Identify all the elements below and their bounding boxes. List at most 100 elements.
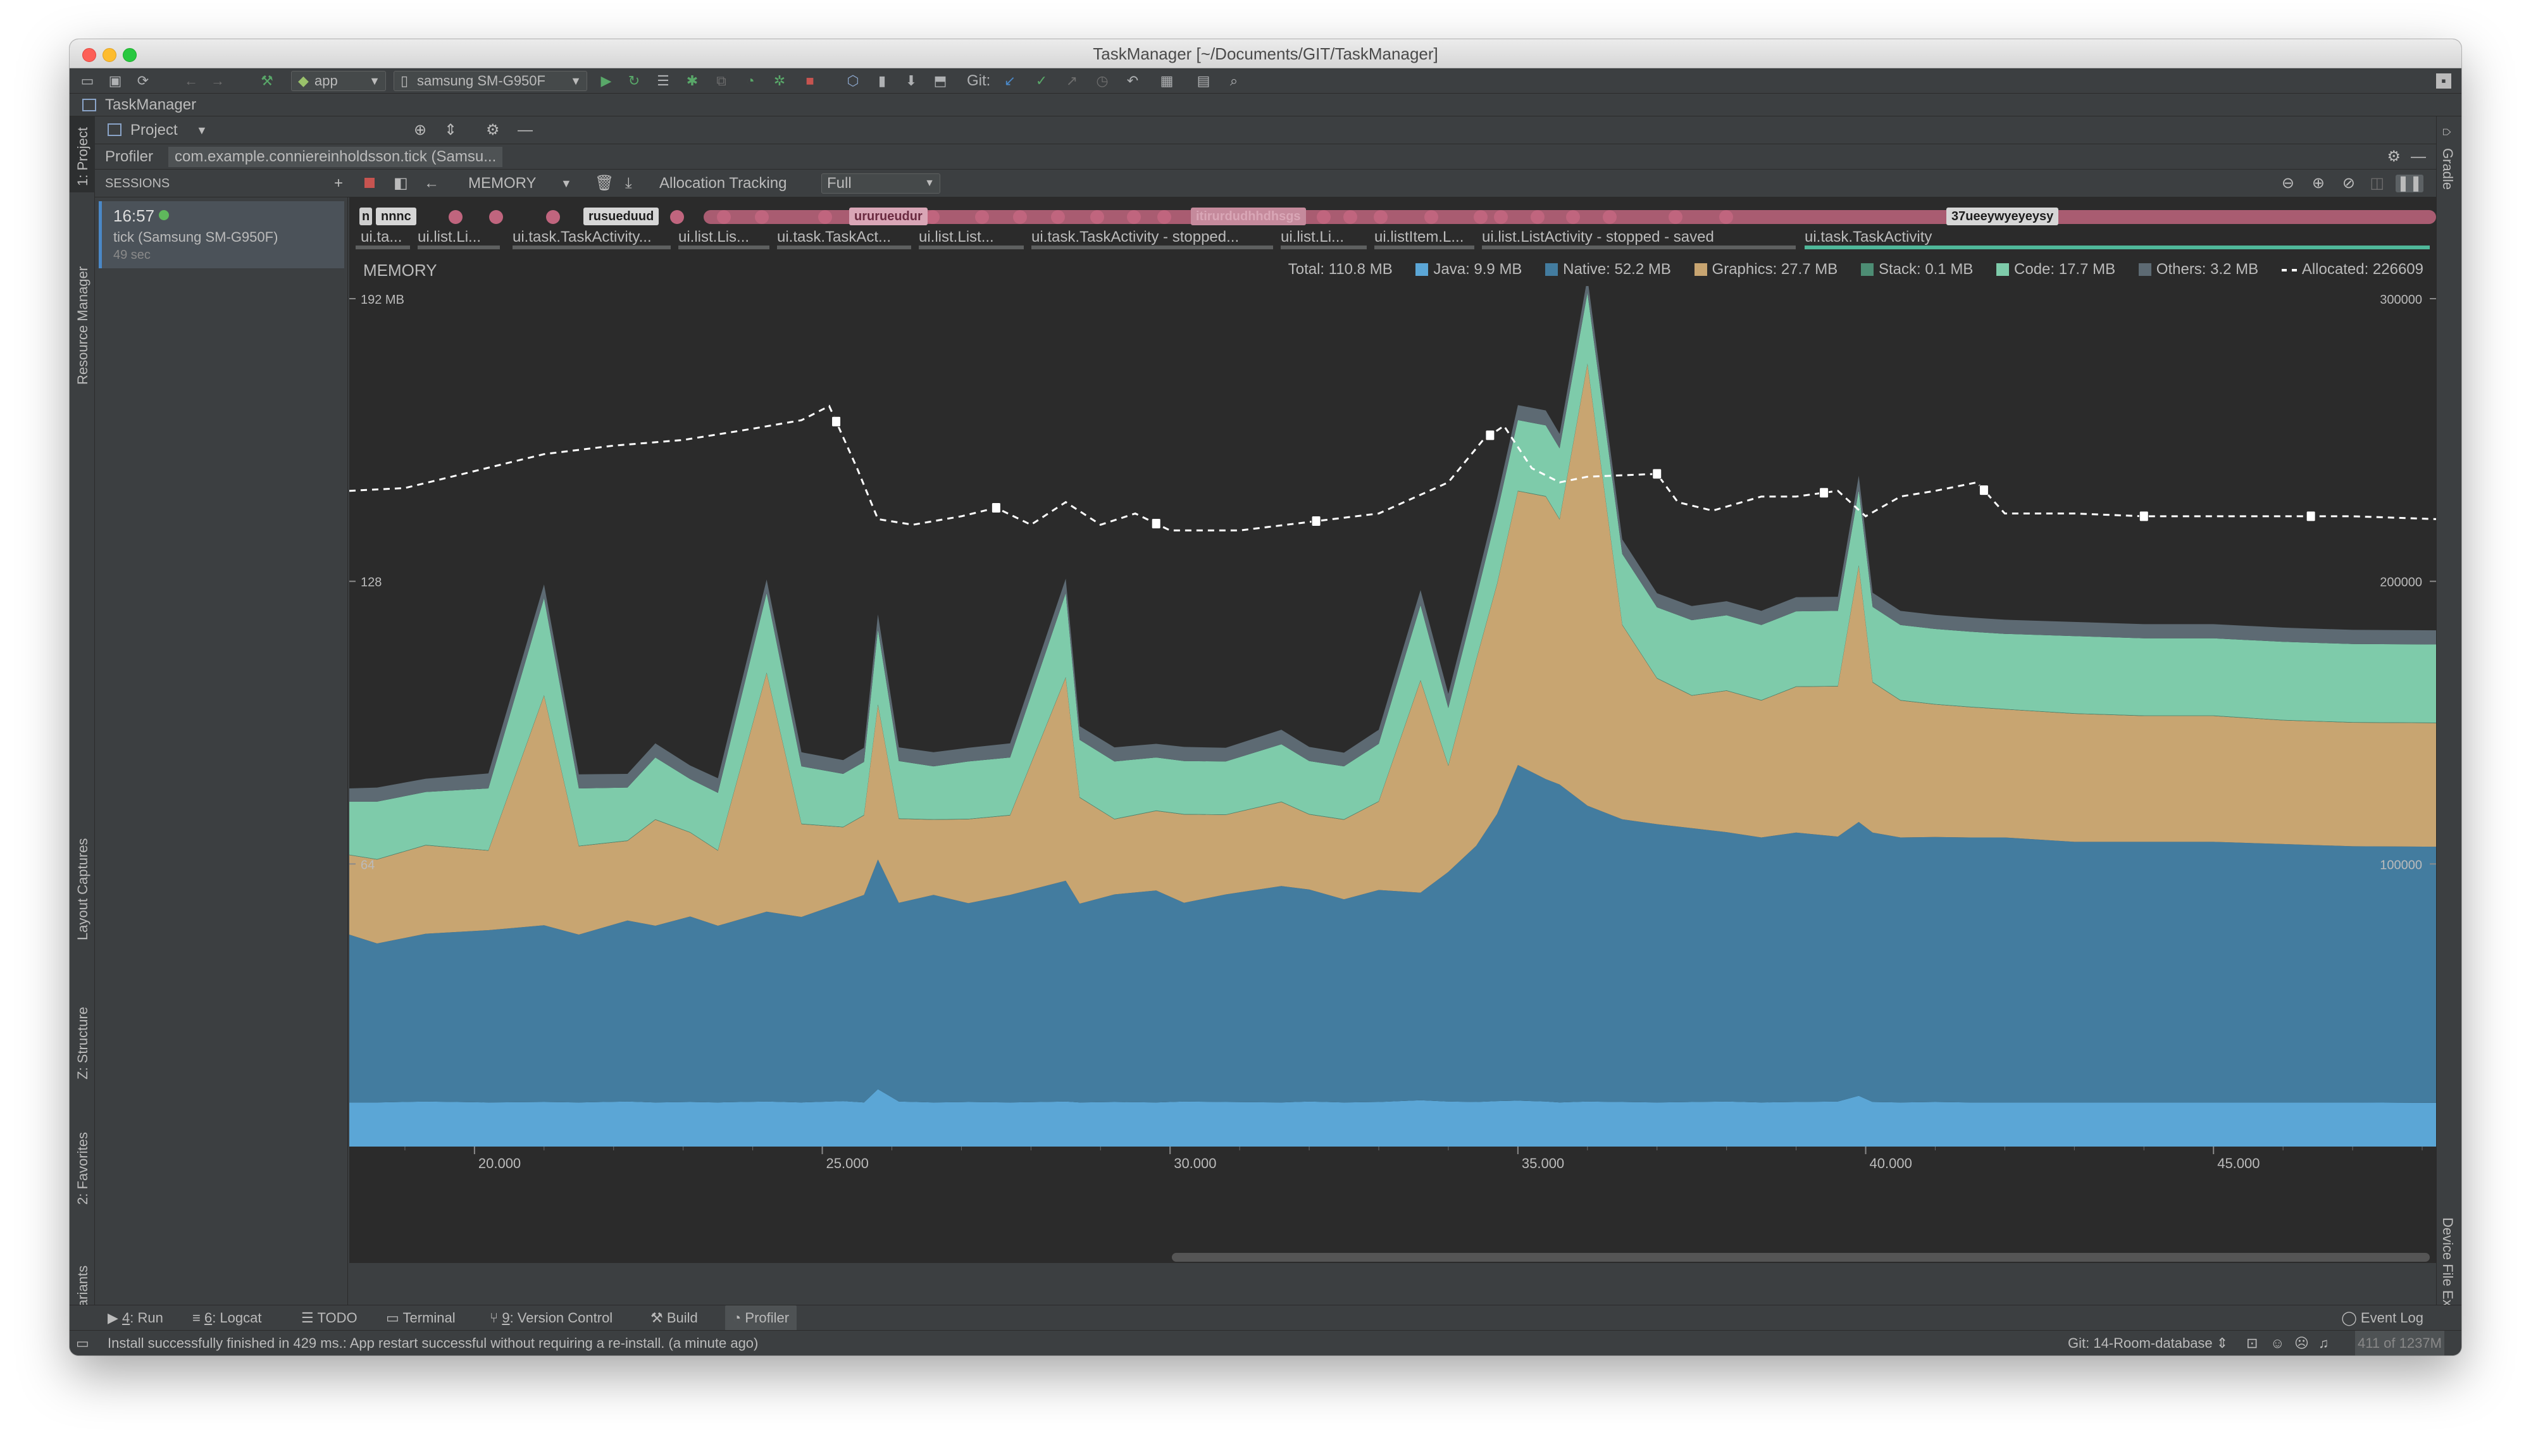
event-dot[interactable] [818, 210, 832, 224]
activity-label[interactable]: ui.ta... [361, 228, 402, 246]
project-structure-icon[interactable]: ▦ [1160, 73, 1174, 89]
activity-label[interactable]: ui.task.TaskAct... [777, 228, 892, 246]
terminal-window-icon[interactable]: ▤ [1197, 73, 1210, 89]
event-dot[interactable] [1374, 210, 1388, 224]
inspection-icon[interactable]: ☺ [2270, 1335, 2285, 1351]
event-dot[interactable] [546, 210, 560, 224]
account-icon[interactable]: ▪ [2436, 73, 2451, 89]
activity-label[interactable]: ui.task.TaskActivity - stopped... [1031, 228, 1240, 246]
event-dot[interactable] [1317, 210, 1331, 224]
gc-trash-icon[interactable] [831, 416, 842, 427]
activity-label[interactable]: ui.task.TaskActivity... [513, 228, 652, 246]
debug-icon[interactable]: ✱ [686, 73, 699, 89]
activity-label[interactable]: ui.list.Li... [1281, 228, 1345, 246]
tool-tab-resource-manager[interactable]: Resource Manager [75, 266, 90, 385]
tab-event-log[interactable]: ◯ Event Log [2341, 1310, 2423, 1326]
zoom-in-icon[interactable]: ⊕ [2311, 175, 2325, 192]
sdk-manager-icon[interactable]: ⬇ [905, 73, 917, 89]
pause-icon[interactable]: ❚❚ [2396, 175, 2423, 192]
device-select[interactable]: ▯ samsung SM-G950F ▼ [394, 71, 587, 91]
activity-bar[interactable] [418, 246, 500, 249]
event-dot[interactable] [1157, 210, 1171, 224]
event-chip[interactable]: itirurdudhhdhsgs [1191, 208, 1306, 225]
tab-todo[interactable]: ☰ TODO [301, 1310, 358, 1326]
avd-manager-icon[interactable]: ▮ [878, 73, 886, 89]
event-dot[interactable] [1719, 210, 1733, 224]
activity-bar[interactable] [919, 246, 1024, 249]
stop-icon[interactable]: ■ [805, 73, 814, 89]
gc-trash-icon[interactable] [1819, 487, 1829, 499]
sync-icon[interactable]: ⟳ [137, 73, 149, 89]
search-icon[interactable]: ⌕ [1229, 73, 1238, 89]
lock-icon[interactable]: ⊡ [2246, 1335, 2258, 1351]
event-dot[interactable] [1343, 210, 1357, 224]
git-history-icon[interactable]: ◷ [1096, 73, 1109, 89]
minimize-window-button[interactable] [103, 48, 116, 62]
allocation-tracking-select[interactable]: Full ▼ [821, 173, 940, 194]
event-dot[interactable] [1669, 210, 1682, 224]
memory-chart[interactable]: 192 MB 128 64 300000 200000 100000 20.000 25.00… [349, 286, 2436, 1174]
event-dot[interactable] [975, 210, 989, 224]
event-dot[interactable] [670, 210, 684, 224]
event-dot[interactable] [1531, 210, 1545, 224]
gc-trash-icon[interactable] [2306, 511, 2316, 522]
build-hammer-icon[interactable]: ⚒ [261, 73, 273, 89]
activity-bar[interactable] [1374, 246, 1474, 249]
chevron-down-icon[interactable]: ▼ [196, 124, 208, 137]
event-dot[interactable] [489, 210, 503, 224]
activity-label[interactable]: ui.listItem.L... [1374, 228, 1464, 246]
event-chip[interactable]: ururueudur [849, 208, 928, 225]
garbage-collect-icon[interactable]: 🗑 [595, 175, 614, 192]
tab-run[interactable]: ▶ 4: Run [108, 1310, 163, 1326]
tab-logcat[interactable]: ≡ 6: Logcat [192, 1310, 262, 1326]
coverage-icon[interactable]: ☰ [657, 73, 669, 89]
tab-version-control[interactable]: ⑂ 9: Version Control [490, 1310, 613, 1326]
save-icon[interactable]: ▣ [108, 73, 122, 89]
open-folder-icon[interactable]: ▭ [80, 73, 94, 89]
event-chip[interactable]: rusueduud [583, 208, 659, 225]
event-dot[interactable] [1013, 210, 1027, 224]
gc-trash-icon[interactable] [1311, 516, 1321, 527]
memory-indicator[interactable]: 411 of 1237M [2355, 1331, 2444, 1355]
gc-trash-icon[interactable] [1979, 485, 1989, 496]
gradle-sync-icon[interactable]: ⬡ [847, 73, 859, 89]
event-dot[interactable] [1090, 210, 1104, 224]
add-session-icon[interactable]: + [334, 175, 344, 192]
activity-label[interactable]: ui.list.Li... [418, 228, 482, 246]
git-update-icon[interactable]: ↙ [1004, 73, 1016, 89]
activity-bar[interactable] [777, 246, 911, 249]
zoom-window-button[interactable] [123, 48, 137, 62]
event-chip[interactable]: nnnc [376, 208, 416, 225]
event-dot[interactable] [1566, 210, 1580, 224]
timeline-scrollbar[interactable] [1172, 1253, 2430, 1262]
layout-inspector-icon[interactable]: ⬒ [933, 73, 947, 89]
activity-bar[interactable] [1031, 246, 1273, 249]
event-dot[interactable] [1051, 210, 1065, 224]
event-dot[interactable] [1474, 210, 1488, 224]
back-icon[interactable]: ← [184, 73, 198, 89]
gc-trash-icon[interactable] [1485, 430, 1495, 441]
event-dot[interactable] [1494, 210, 1508, 224]
event-dot[interactable] [1127, 210, 1141, 224]
run-config-select[interactable]: ◆ app ▼ [291, 71, 386, 91]
event-dot[interactable] [926, 210, 940, 224]
zoom-out-icon[interactable]: ⊖ [2281, 175, 2294, 192]
tool-tab-favorites[interactable]: 2: Favorites [75, 1132, 90, 1205]
activity-label[interactable]: ui.list.Lis... [678, 228, 750, 246]
reset-zoom-icon[interactable]: ⊘ [2342, 175, 2355, 192]
activity-bar-current[interactable] [1805, 246, 2430, 249]
event-dot[interactable] [1424, 210, 1438, 224]
profile-icon[interactable]: ◔ [746, 73, 755, 89]
collapse-all-icon[interactable]: ⇕ [444, 121, 457, 139]
back-arrow-icon[interactable]: ← [424, 175, 439, 192]
git-commit-icon[interactable]: ✓ [1035, 73, 1048, 89]
apply-changes-icon[interactable]: ↻ [628, 73, 640, 89]
tool-tab-structure[interactable]: Z: Structure [75, 1007, 90, 1080]
tool-tab-gradle[interactable]: Gradle [2440, 148, 2456, 190]
gc-trash-icon[interactable] [2139, 511, 2149, 522]
run-icon[interactable]: ▶ [600, 73, 612, 89]
bell-icon[interactable]: ♫ [2318, 1335, 2329, 1351]
profiler-settings-gear-icon[interactable]: ⚙ [2387, 148, 2401, 165]
tool-tab-project[interactable]: 1: Project [75, 127, 90, 186]
heap-dump-icon[interactable]: ⤓ [625, 175, 632, 192]
